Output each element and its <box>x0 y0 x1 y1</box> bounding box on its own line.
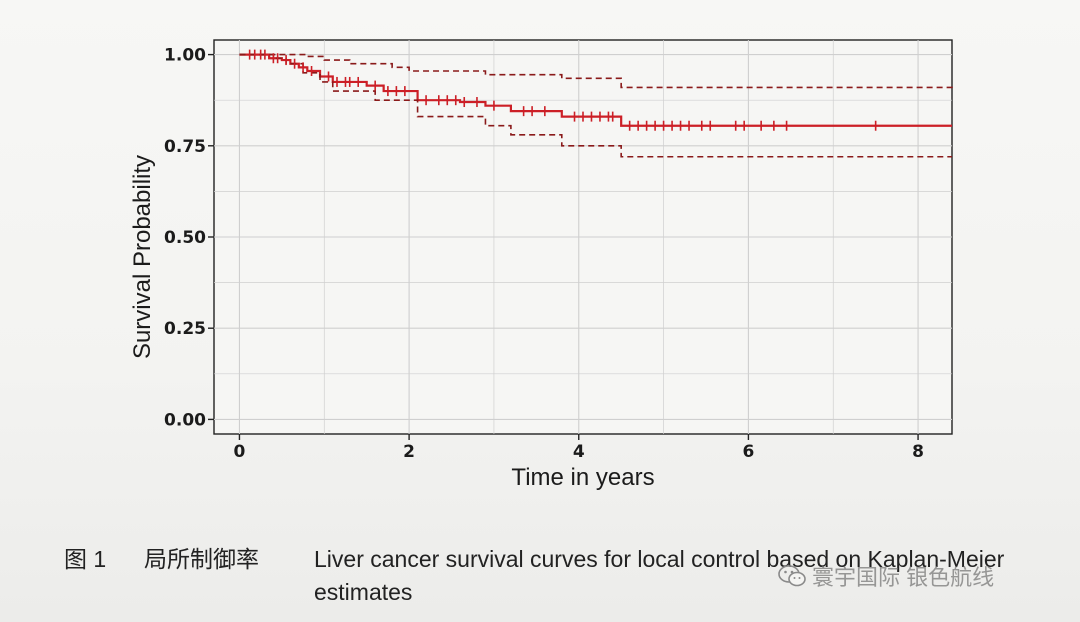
x-tick-label: 8 <box>912 442 924 462</box>
axes: 0 2 4 6 8 0.00 0.25 0.50 0.75 1.00 <box>164 46 924 462</box>
survival-chart: 0 2 4 6 8 0.00 0.25 0.50 0.75 1.00 Time in years … <box>129 39 953 491</box>
wechat-icon <box>778 565 806 587</box>
y-tick-label: 1.00 <box>164 46 206 66</box>
y-tick-label: 0.25 <box>164 319 206 339</box>
x-tick-label: 0 <box>234 442 246 462</box>
censor-marks <box>248 49 877 131</box>
x-axis-label: Time in years <box>511 464 654 491</box>
survival-curve <box>239 53 952 127</box>
axis-labels: Time in years Survival Probability <box>129 155 655 491</box>
y-tick-label: 0.50 <box>164 228 206 248</box>
y-axis-label: Survival Probability <box>129 155 156 359</box>
x-tick-label: 6 <box>742 442 754 462</box>
watermark-text: 寰宇国际 银色航线 <box>812 565 995 590</box>
english-caption-title: Liver cancer survival curves for local c… <box>314 546 1005 605</box>
grid <box>213 39 953 435</box>
x-tick-label: 2 <box>403 442 415 462</box>
watermark: 寰宇国际 银色航线 <box>778 560 994 592</box>
y-tick-label: 0.75 <box>164 137 206 157</box>
chinese-caption-title: 局所制御率 <box>144 546 259 572</box>
upper-ci-curve <box>239 53 953 92</box>
figure-number: 图 1 <box>64 546 107 572</box>
x-tick-label: 4 <box>573 442 585 462</box>
figure-caption: 图 1 局所制御率 Liver cancer survival curves fo… <box>64 543 1064 605</box>
y-tick-label: 0.00 <box>164 410 206 430</box>
